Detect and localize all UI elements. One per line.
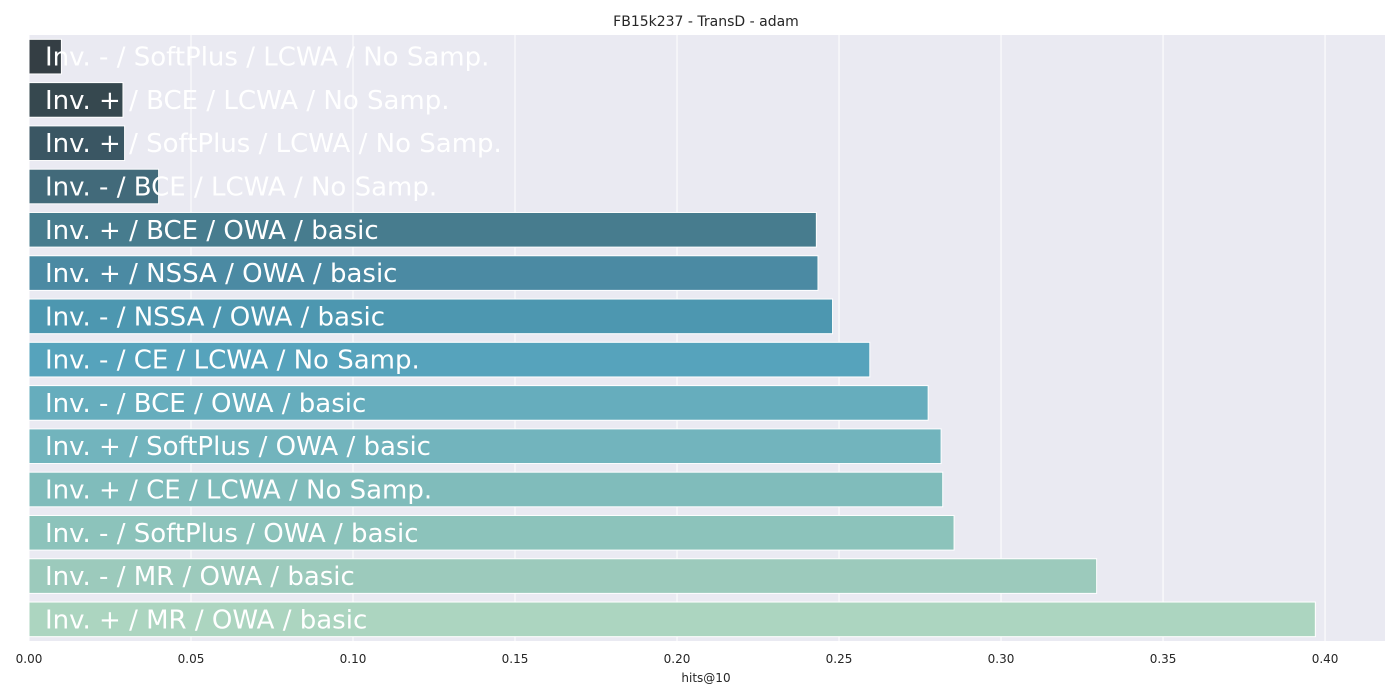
bar-label: Inv. - / SoftPlus / LCWA / No Samp. (45, 43, 489, 73)
x-tick-label: 0.20 (664, 652, 691, 666)
bar (28, 211, 817, 248)
bar-label: Inv. - / NSSA / OWA / basic (45, 302, 385, 332)
bar-labels: Inv. - / SoftPlus / LCWA / No Samp. Inv. … (45, 43, 502, 636)
x-tick-label: 0.00 (16, 652, 43, 666)
bar (28, 558, 1098, 594)
x-tick-label: 0.30 (988, 652, 1015, 666)
x-tick-label: 0.35 (1150, 652, 1177, 666)
bar-label: Inv. - / CE / LCWA / No Samp. (45, 346, 420, 376)
bars (28, 38, 1316, 638)
bar (28, 471, 944, 508)
x-tick-label: 0.15 (502, 652, 529, 666)
bar-label: Inv. - / BCE / OWA / basic (45, 389, 366, 419)
bar (28, 341, 871, 378)
x-tick-label: 0.05 (178, 652, 205, 666)
bar-label: Inv. + / MR / OWA / basic (45, 605, 367, 635)
bar-label: Inv. - / SoftPlus / OWA / basic (45, 519, 419, 549)
x-tick-labels: 0.00 0.05 0.10 0.15 0.20 0.25 0.30 0.35 0.40 (16, 652, 1339, 666)
bar-label: Inv. + / BCE / OWA / basic (45, 216, 379, 246)
bar-label: Inv. + / BCE / LCWA / No Samp. (45, 86, 450, 116)
chart-title: FB15k237 - TransD - adam (613, 14, 799, 30)
bar (28, 601, 1316, 638)
bar (28, 255, 819, 291)
bar (28, 38, 62, 75)
bar-label: Inv. - / MR / OWA / basic (45, 562, 355, 592)
bar (28, 514, 955, 551)
bar (28, 82, 124, 118)
x-tick-label: 0.25 (826, 652, 853, 666)
bar-label: Inv. - / BCE / LCWA / No Samp. (45, 173, 437, 203)
bar-label: Inv. + / SoftPlus / LCWA / No Samp. (45, 129, 502, 159)
x-tick-label: 0.40 (1312, 652, 1339, 666)
bar-label: Inv. + / NSSA / OWA / basic (45, 259, 397, 289)
bar (28, 428, 942, 465)
x-axis-label: hits@10 (681, 671, 730, 685)
bar (28, 385, 929, 421)
x-tick-label: 0.10 (340, 652, 367, 666)
bar (28, 125, 126, 162)
bar-label: Inv. + / SoftPlus / OWA / basic (45, 432, 431, 462)
bar (28, 298, 834, 335)
bar-label: Inv. + / CE / LCWA / No Samp. (45, 476, 432, 506)
bar (28, 168, 160, 205)
